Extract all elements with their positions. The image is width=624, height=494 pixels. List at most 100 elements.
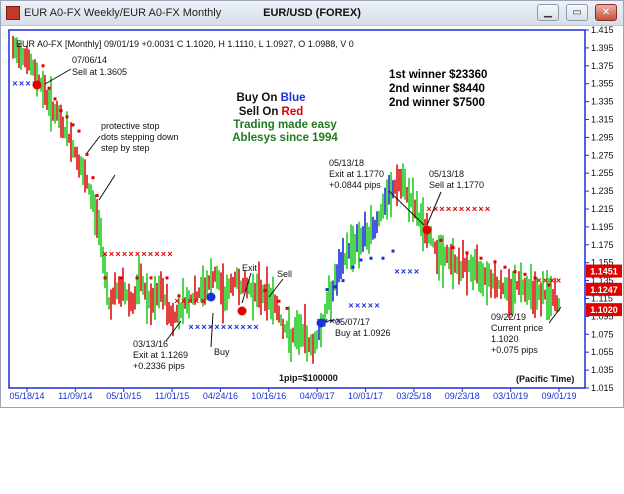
annot-current-pips: +0.075 pips xyxy=(491,345,538,355)
stop-dot xyxy=(547,283,551,287)
stop-marker: × xyxy=(181,296,186,306)
y-tick-label: 1.035 xyxy=(591,365,614,375)
stop-marker: × xyxy=(201,322,206,332)
x-tick-label: 04/09/17 xyxy=(300,391,335,401)
stop-marker: × xyxy=(247,322,252,332)
legend-ablesys: Ablesys since 1994 xyxy=(232,132,338,144)
stop-dot xyxy=(85,152,89,156)
stop-marker: × xyxy=(407,267,412,277)
stop-marker: × xyxy=(221,322,226,332)
stop-dot xyxy=(341,279,345,283)
buy-signal-2017 xyxy=(316,318,326,328)
annot-exit: Exit xyxy=(242,263,258,273)
stop-marker: × xyxy=(374,301,379,311)
stop-marker: × xyxy=(472,204,477,214)
legend-buy-on-blue: Buy On Blue xyxy=(236,92,305,104)
stop-dot xyxy=(53,97,57,101)
stop-dot xyxy=(439,238,443,242)
stop-dot xyxy=(479,256,483,260)
stop-marker: × xyxy=(240,322,245,332)
y-tick-label: 1.315 xyxy=(591,115,614,125)
stop-marker: × xyxy=(102,249,107,259)
annot-exit-2016-date: 03/13/16 xyxy=(133,339,168,349)
stop-marker: × xyxy=(12,79,17,89)
annot-current-price: 1.1020 xyxy=(491,334,519,344)
y-tick-label: 1.395 xyxy=(591,43,614,53)
stop-marker: × xyxy=(355,301,360,311)
bar-info-line: EUR A0-FX [Monthly] 09/01/19 +0.0031 C 1… xyxy=(16,39,354,49)
minimize-button[interactable]: ▁ xyxy=(537,4,559,21)
stop-dot xyxy=(77,129,81,133)
stop-dot xyxy=(149,276,153,280)
sell-signal-2018 xyxy=(422,225,432,235)
stop-dot xyxy=(165,276,169,280)
stop-marker: × xyxy=(361,301,366,311)
stop-marker: × xyxy=(336,316,341,326)
stop-marker: × xyxy=(485,204,490,214)
stop-marker: × xyxy=(368,301,373,311)
legend-sell-on-red: Sell On Red xyxy=(239,106,304,118)
stop-dot xyxy=(351,265,355,269)
x-tick-label: 09/01/19 xyxy=(541,391,576,401)
stop-dot xyxy=(285,306,289,310)
stop-dot xyxy=(263,288,267,292)
buy-signal-2016 xyxy=(206,292,216,302)
title-bar[interactable]: EUR A0-FX Weekly/EUR A0-FX Monthly EUR/U… xyxy=(1,1,623,26)
stop-marker: × xyxy=(556,276,561,286)
stop-dot xyxy=(503,265,507,269)
annot-exit-2016-price: Exit at 1.1269 xyxy=(133,350,188,360)
price-chart[interactable]: × × ×× × × × × × × × × × ×× × × × ×× × × × × × × × × × ×× × ×× × × × ×× ×… xyxy=(1,25,623,407)
y-tick-label: 1.055 xyxy=(591,347,614,357)
maximize-button[interactable]: ▭ xyxy=(566,4,588,21)
annot-stop-3: step by step xyxy=(101,143,150,153)
stop-dot xyxy=(59,109,63,113)
stop-marker: × xyxy=(109,249,114,259)
y-tick-label: 1.155 xyxy=(591,258,614,268)
stop-marker: × xyxy=(478,204,483,214)
x-tick-label: 03/25/18 xyxy=(396,391,431,401)
stop-marker: × xyxy=(19,79,24,89)
price-tag xyxy=(586,264,622,278)
stop-dot xyxy=(47,86,51,90)
stop-dot xyxy=(119,276,123,280)
stop-marker: × xyxy=(135,249,140,259)
stop-dot xyxy=(533,276,537,280)
annot-sell-2018-price: Sell at 1.1770 xyxy=(429,180,484,190)
stop-marker: × xyxy=(253,322,258,332)
stop-marker: × xyxy=(446,204,451,214)
stop-marker: × xyxy=(161,249,166,259)
winner-2: 2nd winner $8440 xyxy=(389,83,485,95)
annot-exit-2018-pips: +0.0844 pips xyxy=(329,180,381,190)
stop-marker: × xyxy=(167,249,172,259)
stop-marker: × xyxy=(348,301,353,311)
stop-dot xyxy=(91,176,95,180)
winner-1: 1st winner $23360 xyxy=(389,69,487,81)
exit-signal-2016 xyxy=(237,306,247,316)
x-tick-label: 05/18/14 xyxy=(9,391,44,401)
stop-dot xyxy=(95,194,99,198)
annot-exit-2018-price: Exit at 1.1770 xyxy=(329,169,384,179)
stop-marker: × xyxy=(234,322,239,332)
stop-marker: × xyxy=(187,296,192,306)
stop-marker: × xyxy=(465,204,470,214)
close-button[interactable]: ✕ xyxy=(595,4,617,21)
stop-marker: × xyxy=(122,249,127,259)
stop-dot xyxy=(325,288,329,292)
x-tick-label: 03/10/19 xyxy=(493,391,528,401)
sell-signal-2014 xyxy=(32,80,42,90)
y-tick-label: 1.415 xyxy=(591,25,614,35)
stop-marker: × xyxy=(148,249,153,259)
x-tick-label: 04/24/16 xyxy=(203,391,238,401)
stop-marker: × xyxy=(459,204,464,214)
annot-buy-2017-date: 05/07/17 xyxy=(335,317,370,327)
price-tag xyxy=(586,303,622,317)
stop-dot xyxy=(513,270,517,274)
annot-exit-2018-date: 05/13/18 xyxy=(329,158,364,168)
x-tick-label: 10/01/17 xyxy=(348,391,383,401)
price-tags: 1.1451 1.1247 1.1020 xyxy=(586,264,622,317)
annot-sell-2014-date: 07/06/14 xyxy=(72,55,107,65)
annot-pip-note: 1pip=$100000 xyxy=(279,373,338,383)
x-tick-label: 11/09/14 xyxy=(58,391,92,401)
price-tag-label: 1.1020 xyxy=(590,305,618,315)
stop-dot xyxy=(277,299,281,303)
